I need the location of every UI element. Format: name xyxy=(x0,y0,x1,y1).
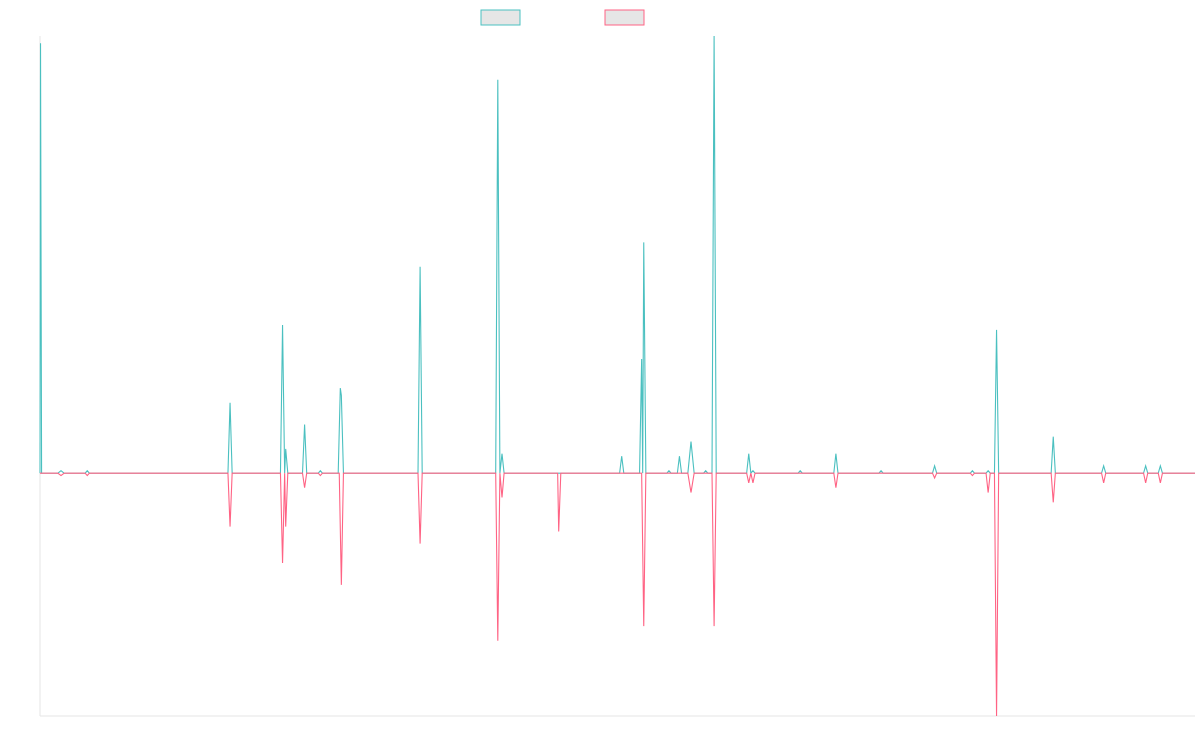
legend-swatch-2[interactable] xyxy=(604,9,645,26)
series-layer xyxy=(39,35,1195,717)
axes xyxy=(39,36,1195,717)
series-line-1 xyxy=(39,35,1195,475)
series-line-2 xyxy=(40,472,1195,717)
legend-swatch-1[interactable] xyxy=(480,9,521,26)
legend[interactable] xyxy=(480,9,645,26)
